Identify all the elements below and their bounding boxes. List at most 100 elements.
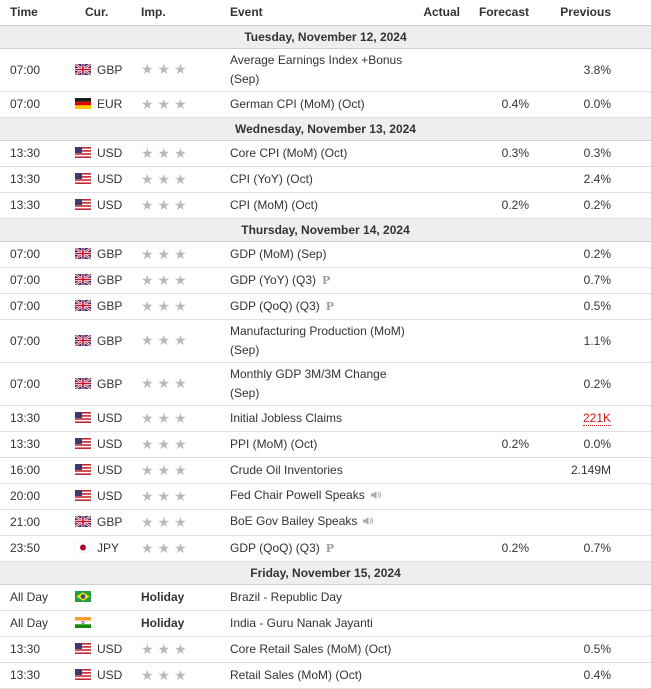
event-row[interactable]: 13:30 USD ★★★ CPI (MoM) (Oct) 0.2% 0.2%	[0, 192, 651, 219]
event-name[interactable]: Initial Jobless Claims	[230, 410, 343, 425]
event-currency-cell: GBP	[75, 362, 141, 406]
event-name[interactable]: PPI (MoM) (Oct)	[230, 436, 318, 451]
event-name[interactable]: Core CPI (MoM) (Oct)	[230, 145, 348, 160]
event-previous-cell: 0.2%	[551, 362, 651, 406]
event-name-cell[interactable]: Retail Sales (MoM) (Oct)	[230, 662, 420, 689]
event-name[interactable]: GDP (QoQ) (Q3)	[230, 298, 320, 313]
event-name[interactable]: BoE Gov Bailey Speaks	[230, 514, 358, 529]
event-previous-cell: 0.3%	[551, 140, 651, 167]
event-name-cell[interactable]: Core Retail Sales (MoM) (Oct)	[230, 636, 420, 663]
currency-code: GBP	[97, 247, 123, 261]
event-name-cell[interactable]: GDP (YoY) (Q3) P	[230, 267, 420, 294]
us-flag-icon	[75, 464, 91, 475]
event-name[interactable]: CPI (MoM) (Oct)	[230, 197, 318, 212]
event-currency-cell: EUR	[75, 91, 141, 118]
event-name[interactable]: Monthly GDP 3M/3M Change (Sep)	[230, 366, 387, 400]
event-row[interactable]: 07:00 GBP ★★★ GDP (QoQ) (Q3) P 0.5%	[0, 293, 651, 320]
event-row[interactable]: 13:30 USD ★★★ Retail Sales (MoM) (Oct) 0.4%	[0, 662, 651, 689]
event-name-cell[interactable]: Core CPI (MoM) (Oct)	[230, 140, 420, 167]
header-event[interactable]: Event	[230, 0, 420, 26]
event-row[interactable]: 13:30 USD ★★★ Initial Jobless Claims 221K	[0, 405, 651, 432]
us-flag-icon	[75, 438, 91, 449]
event-forecast	[465, 405, 551, 432]
event-forecast	[465, 166, 551, 193]
event-previous-cell	[551, 483, 651, 510]
event-row[interactable]: 07:00 GBP ★★★ GDP (YoY) (Q3) P 0.7%	[0, 267, 651, 294]
event-name[interactable]: Brazil - Republic Day	[230, 589, 343, 604]
header-time[interactable]: Time	[0, 0, 75, 26]
uk-flag-icon	[75, 274, 91, 285]
header-forecast[interactable]: Forecast	[465, 0, 551, 26]
event-name[interactable]: Retail Sales (MoM) (Oct)	[230, 667, 363, 682]
event-importance: ★★★	[141, 319, 230, 363]
header-previous[interactable]: Previous	[551, 0, 651, 26]
event-name[interactable]: Average Earnings Index +Bonus (Sep)	[230, 52, 403, 86]
importance-stars: ★★★	[141, 271, 191, 288]
event-row[interactable]: 07:00 GBP ★★★ Manufacturing Production (MoM…	[0, 319, 651, 363]
event-importance: Holiday	[141, 584, 230, 611]
event-name[interactable]: Fed Chair Powell Speaks	[230, 488, 365, 503]
event-name-cell[interactable]: GDP (QoQ) (Q3) P	[230, 293, 420, 320]
event-name[interactable]: GDP (QoQ) (Q3)	[230, 540, 320, 555]
event-name-cell[interactable]: CPI (YoY) (Oct)	[230, 166, 420, 193]
event-name-cell[interactable]: Monthly GDP 3M/3M Change (Sep)	[230, 362, 420, 406]
date-row: Friday, November 15, 2024	[0, 560, 651, 585]
event-row[interactable]: All Day Holiday Brazil - Republic Day	[0, 584, 651, 611]
event-row[interactable]: 13:30 USD ★★★ Core Retail Sales (MoM) (Oct)…	[0, 636, 651, 663]
event-name-cell[interactable]: GDP (MoM) (Sep)	[230, 241, 420, 268]
event-currency-cell	[75, 610, 141, 637]
event-importance: ★★★	[141, 140, 230, 167]
event-row[interactable]: 13:30 USD ★★★ PPI (MoM) (Oct) 0.2% 0.0%	[0, 431, 651, 458]
event-row[interactable]: 23:50 JPY ★★★ GDP (QoQ) (Q3) P 0.2% 0.7%	[0, 535, 651, 562]
event-name-cell[interactable]: Average Earnings Index +Bonus (Sep)	[230, 48, 420, 92]
header-importance[interactable]: Imp.	[141, 0, 230, 26]
event-row[interactable]: 07:00 EUR ★★★ German CPI (MoM) (Oct) 0.4% 0.0…	[0, 91, 651, 118]
event-name[interactable]: India - Guru Nanak Jayanti	[230, 615, 373, 630]
event-name-cell[interactable]: PPI (MoM) (Oct)	[230, 431, 420, 458]
event-name-cell[interactable]: Manufacturing Production (MoM) (Sep)	[230, 319, 420, 363]
event-importance: ★★★	[141, 362, 230, 406]
event-row[interactable]: All Day Holiday India - Guru Nanak Jayanti	[0, 610, 651, 637]
brazil-flag-icon	[75, 591, 91, 602]
event-name-cell[interactable]: German CPI (MoM) (Oct)	[230, 91, 420, 118]
event-row[interactable]: 07:00 GBP ★★★ Average Earnings Index +Bonus…	[0, 48, 651, 92]
event-name[interactable]: Crude Oil Inventories	[230, 462, 343, 477]
event-name[interactable]: GDP (MoM) (Sep)	[230, 246, 327, 261]
event-name-cell[interactable]: Initial Jobless Claims	[230, 405, 420, 432]
event-row[interactable]: 07:00 GBP ★★★ GDP (MoM) (Sep) 0.2%	[0, 241, 651, 268]
importance-stars: ★★★	[141, 487, 191, 504]
event-currency-cell: GBP	[75, 319, 141, 363]
event-name[interactable]: Core Retail Sales (MoM) (Oct)	[230, 641, 392, 656]
event-name-cell[interactable]: CPI (MoM) (Oct)	[230, 192, 420, 219]
event-previous: 0.2%	[583, 376, 611, 391]
event-row[interactable]: 13:30 USD ★★★ Core CPI (MoM) (Oct) 0.3% 0.3%	[0, 140, 651, 167]
event-name[interactable]: CPI (YoY) (Oct)	[230, 171, 313, 186]
event-name[interactable]: Manufacturing Production (MoM) (Sep)	[230, 323, 405, 357]
event-name-cell[interactable]: BoE Gov Bailey Speaks	[230, 509, 420, 536]
currency-code: USD	[97, 642, 123, 656]
event-row[interactable]: 16:00 USD ★★★ Crude Oil Inventories 2.149M	[0, 457, 651, 484]
us-flag-icon	[75, 173, 91, 184]
event-name-cell[interactable]: GDP (QoQ) (Q3) P	[230, 535, 420, 562]
event-importance: ★★★	[141, 483, 230, 510]
event-row[interactable]: 21:00 GBP ★★★ BoE Gov Bailey Speaks	[0, 509, 651, 536]
event-name-cell[interactable]: India - Guru Nanak Jayanti	[230, 610, 420, 637]
event-time: 13:30	[0, 405, 75, 432]
event-name[interactable]: German CPI (MoM) (Oct)	[230, 96, 365, 111]
event-previous: 0.7%	[583, 541, 611, 555]
event-row[interactable]: 20:00 USD ★★★ Fed Chair Powell Speaks	[0, 483, 651, 510]
header-actual[interactable]: Actual	[420, 0, 465, 26]
importance-stars: ★★★	[141, 297, 191, 314]
event-row[interactable]: 13:30 USD ★★★ CPI (YoY) (Oct) 2.4%	[0, 166, 651, 193]
currency-code: USD	[97, 463, 123, 477]
event-name-cell[interactable]: Crude Oil Inventories	[230, 457, 420, 484]
event-previous-cell: 0.5%	[551, 636, 651, 663]
event-currency-cell: USD	[75, 166, 141, 193]
event-previous[interactable]: 221K	[582, 411, 611, 426]
header-currency[interactable]: Cur.	[75, 0, 141, 26]
event-name[interactable]: GDP (YoY) (Q3)	[230, 272, 317, 287]
event-actual	[420, 610, 465, 637]
event-name-cell[interactable]: Fed Chair Powell Speaks	[230, 483, 420, 510]
event-row[interactable]: 07:00 GBP ★★★ Monthly GDP 3M/3M Change (Sep…	[0, 362, 651, 406]
event-name-cell[interactable]: Brazil - Republic Day	[230, 584, 420, 611]
